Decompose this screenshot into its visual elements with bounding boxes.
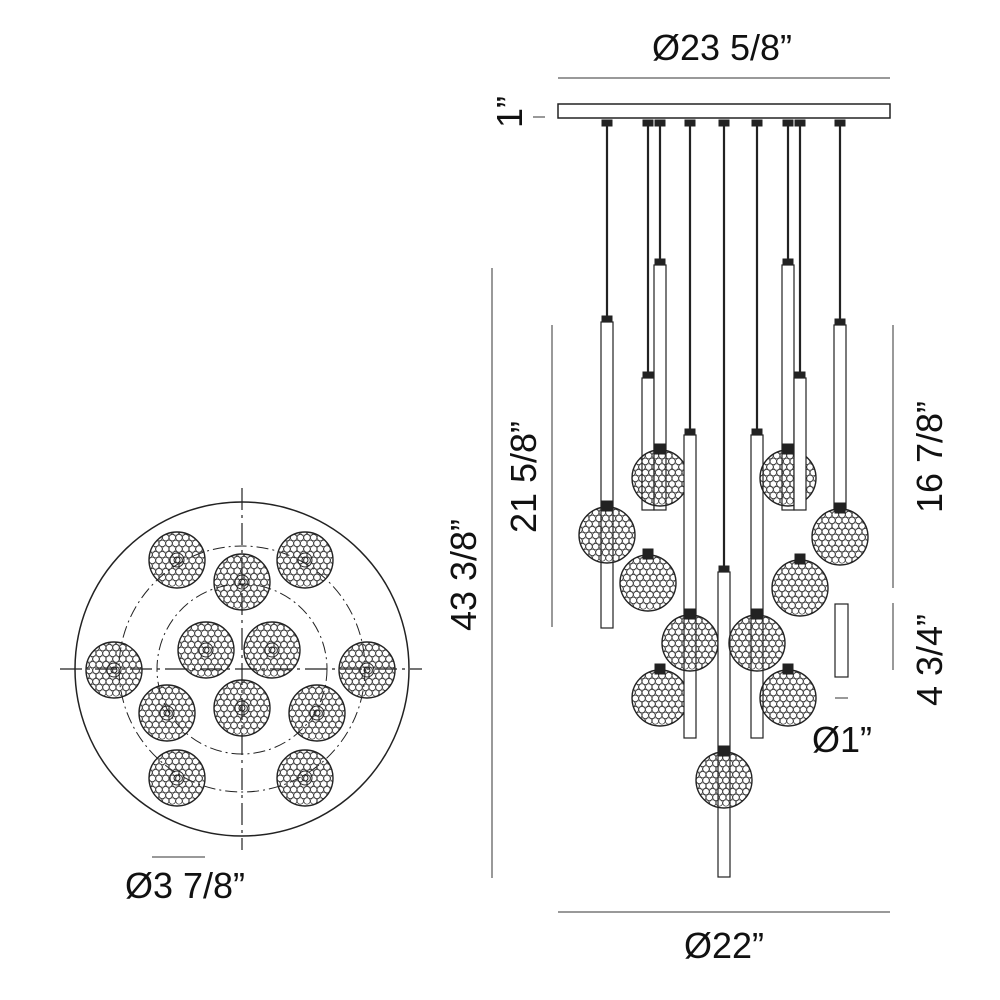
- glass-tube: [683, 434, 697, 739]
- glass-globe: [631, 663, 689, 727]
- cable-gripper: [654, 119, 666, 127]
- tube-cap: [834, 318, 846, 326]
- spread-diameter-label: Ø22”: [684, 925, 764, 966]
- globe-top-view: [138, 684, 196, 742]
- globe-top-view: [288, 684, 346, 742]
- glass-globe: [811, 502, 869, 566]
- tube-cap: [601, 315, 613, 323]
- pendant-short-height-label: 16 7/8”: [909, 401, 950, 513]
- canopy-plate: [557, 103, 891, 119]
- pendant: [728, 119, 786, 739]
- globe-top-view: [276, 749, 334, 807]
- glass-globe: [771, 553, 829, 617]
- tube-cap: [782, 258, 794, 266]
- globe-top-view: [148, 531, 206, 589]
- pendant: [661, 119, 719, 739]
- cable-gripper: [684, 119, 696, 127]
- pendant-long-height-label: 21 5/8”: [503, 421, 544, 533]
- glass-tube: [833, 324, 847, 511]
- pendant: [631, 119, 689, 727]
- cable-gripper: [601, 119, 613, 127]
- tube-cap: [684, 428, 696, 436]
- canopy-diameter-label: Ø23 5/8”: [652, 27, 792, 68]
- tube-cap: [794, 371, 806, 379]
- globe-top-view: [148, 749, 206, 807]
- cable-gripper: [642, 119, 654, 127]
- globe-diameter-label: Ø3 7/8”: [125, 865, 245, 906]
- glass-tube: [600, 321, 614, 629]
- cylinder-detail: [834, 603, 849, 678]
- dimension-lines: [152, 77, 894, 913]
- pendant: [811, 119, 869, 566]
- glass-globe: [759, 663, 817, 727]
- pendant: [578, 119, 636, 629]
- glass-tube: [717, 571, 731, 878]
- pendant: [759, 119, 817, 727]
- elevation-view: [557, 103, 891, 878]
- tube-cap: [642, 371, 654, 379]
- overall-height-label: 43 3/8”: [443, 519, 484, 631]
- pendant: [695, 119, 753, 878]
- canopy-height-label: 1”: [489, 96, 530, 128]
- cylinder-diameter-label: Ø1”: [812, 719, 872, 760]
- plan-view: [60, 488, 422, 850]
- cable-gripper: [782, 119, 794, 127]
- cable-gripper: [751, 119, 763, 127]
- tube-cap: [751, 428, 763, 436]
- tube-cap: [718, 565, 730, 573]
- cable-gripper: [718, 119, 730, 127]
- cable-gripper: [794, 119, 806, 127]
- cylinder-height-label: 4 3/4”: [909, 614, 950, 706]
- globe-top-view: [276, 531, 334, 589]
- cable-gripper: [834, 119, 846, 127]
- tube-cap: [654, 258, 666, 266]
- glass-tube: [793, 377, 807, 511]
- glass-globe: [619, 548, 677, 612]
